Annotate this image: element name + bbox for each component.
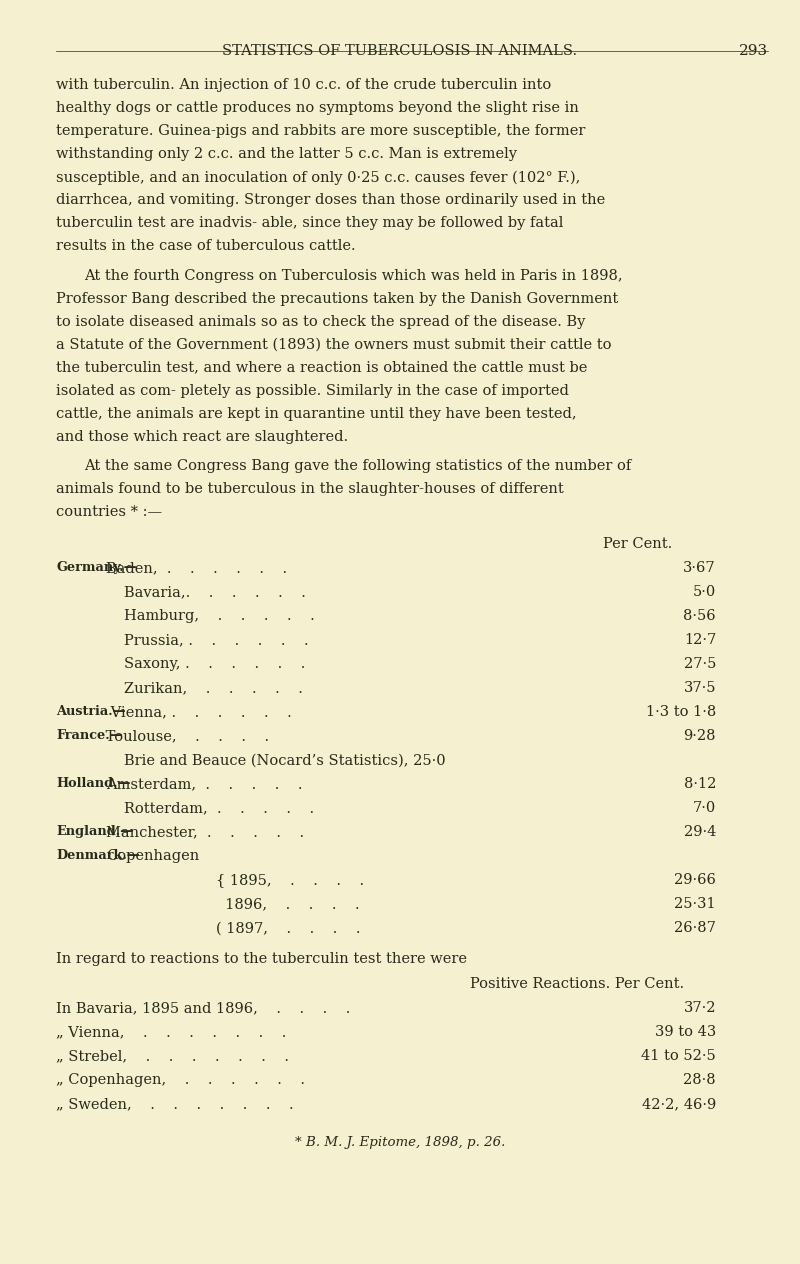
Text: Copenhagen: Copenhagen (106, 849, 200, 863)
Text: Manchester,  .    .    .    .    .: Manchester, . . . . . (106, 825, 305, 839)
Text: In Bavaria, 1895 and 1896,    .    .    .    .: In Bavaria, 1895 and 1896, . . . . (56, 1001, 350, 1015)
Text: countries * :—: countries * :— (56, 506, 162, 520)
Text: Denmark.—: Denmark.— (56, 849, 140, 862)
Text: a Statute of the Government (1893) the owners must submit their cattle to: a Statute of the Government (1893) the o… (56, 337, 611, 351)
Text: animals found to be tuberculous in the slaughter-houses of different: animals found to be tuberculous in the s… (56, 482, 564, 495)
Text: 8·56: 8·56 (683, 609, 716, 623)
Text: Toulouse,    .    .    .    .: Toulouse, . . . . (101, 729, 269, 743)
Text: results in the case of tuberculous cattle.: results in the case of tuberculous cattl… (56, 239, 356, 253)
Text: „ Copenhagen,    .    .    .    .    .    .: „ Copenhagen, . . . . . . (56, 1073, 305, 1087)
Text: Austria.—: Austria.— (56, 705, 126, 718)
Text: and those which react are slaughtered.: and those which react are slaughtered. (56, 430, 348, 444)
Text: ( 1897,    .    .    .    .: ( 1897, . . . . (216, 921, 361, 935)
Text: 7·0: 7·0 (693, 801, 716, 815)
Text: At the same Congress Bang gave the following statistics of the number of: At the same Congress Bang gave the follo… (84, 459, 631, 473)
Text: Positive Reactions. Per Cent.: Positive Reactions. Per Cent. (470, 977, 684, 991)
Text: 29·4: 29·4 (684, 825, 716, 839)
Text: cattle, the animals are kept in quarantine until they have been tested,: cattle, the animals are kept in quaranti… (56, 407, 577, 421)
Text: Hamburg,    .    .    .    .    .: Hamburg, . . . . . (124, 609, 314, 623)
Text: to isolate diseased animals so as to check the spread of the disease. By: to isolate diseased animals so as to che… (56, 315, 586, 329)
Text: 26·87: 26·87 (674, 921, 716, 935)
Text: Zurikan,    .    .    .    .    .: Zurikan, . . . . . (124, 681, 303, 695)
Text: healthy dogs or cattle produces no symptoms beyond the slight rise in: healthy dogs or cattle produces no sympt… (56, 101, 579, 115)
Text: Per Cent.: Per Cent. (602, 537, 672, 551)
Text: temperature. Guinea-pigs and rabbits are more susceptible, the former: temperature. Guinea-pigs and rabbits are… (56, 124, 586, 138)
Text: with tuberculin. An injection of 10 c.c. of the crude tuberculin into: with tuberculin. An injection of 10 c.c.… (56, 78, 551, 92)
Text: 9·28: 9·28 (683, 729, 716, 743)
Text: 12·7: 12·7 (684, 633, 716, 647)
Text: 41 to 52·5: 41 to 52·5 (642, 1049, 716, 1063)
Text: isolated as com- pletely as possible. Similarly in the case of imported: isolated as com- pletely as possible. Si… (56, 384, 569, 398)
Text: tuberculin test are inadvis- able, since they may be followed by fatal: tuberculin test are inadvis- able, since… (56, 216, 563, 230)
Text: susceptible, and an inoculation of only 0·25 c.c. causes fever (102° F.),: susceptible, and an inoculation of only … (56, 171, 580, 185)
Text: Rotterdam,  .    .    .    .    .: Rotterdam, . . . . . (124, 801, 314, 815)
Text: 8·12: 8·12 (684, 777, 716, 791)
Text: „ Strebel,    .    .    .    .    .    .    .: „ Strebel, . . . . . . . (56, 1049, 289, 1063)
Text: 1·3 to 1·8: 1·3 to 1·8 (646, 705, 716, 719)
Text: 28·8: 28·8 (683, 1073, 716, 1087)
Text: Vienna, .    .    .    .    .    .: Vienna, . . . . . . (106, 705, 292, 719)
Text: diarrhcea, and vomiting. Stronger doses than those ordinarily used in the: diarrhcea, and vomiting. Stronger doses … (56, 193, 606, 207)
Text: At the fourth Congress on Tuberculosis which was held in Paris in 1898,: At the fourth Congress on Tuberculosis w… (84, 269, 622, 283)
Text: Prussia, .    .    .    .    .    .: Prussia, . . . . . . (124, 633, 309, 647)
Text: 42·2, 46·9: 42·2, 46·9 (642, 1097, 716, 1111)
Text: Saxony, .    .    .    .    .    .: Saxony, . . . . . . (124, 657, 306, 671)
Text: 293: 293 (739, 44, 768, 58)
Text: 27·5: 27·5 (684, 657, 716, 671)
Text: Germany.—: Germany.— (56, 561, 137, 574)
Text: withstanding only 2 c.c. and the latter 5 c.c. Man is extremely: withstanding only 2 c.c. and the latter … (56, 148, 517, 162)
Text: France.—: France.— (56, 729, 122, 742)
Text: Brie and Beauce (Nocard’s Statistics), 25·0: Brie and Beauce (Nocard’s Statistics), 2… (124, 753, 446, 767)
Text: STATISTICS OF TUBERCULOSIS IN ANIMALS.: STATISTICS OF TUBERCULOSIS IN ANIMALS. (222, 44, 578, 58)
Text: Professor Bang described the precautions taken by the Danish Government: Professor Bang described the precautions… (56, 292, 618, 306)
Text: 25·31: 25·31 (674, 897, 716, 911)
Text: { 1895,    .    .    .    .: { 1895, . . . . (216, 873, 364, 887)
Text: England.—: England.— (56, 825, 133, 838)
Text: „ Vienna,    .    .    .    .    .    .    .: „ Vienna, . . . . . . . (56, 1025, 286, 1039)
Text: 29·66: 29·66 (674, 873, 716, 887)
Text: „ Sweden,    .    .    .    .    .    .    .: „ Sweden, . . . . . . . (56, 1097, 294, 1111)
Text: Amsterdam,  .    .    .    .    .: Amsterdam, . . . . . (106, 777, 303, 791)
Text: the tuberculin test, and where a reaction is obtained the cattle must be: the tuberculin test, and where a reactio… (56, 360, 587, 374)
Text: Baden,  .    .    .    .    .    .: Baden, . . . . . . (106, 561, 287, 575)
Text: 39 to 43: 39 to 43 (654, 1025, 716, 1039)
Text: Bavaria,.    .    .    .    .    .: Bavaria,. . . . . . (124, 585, 306, 599)
Text: Holland.—: Holland.— (56, 777, 130, 790)
Text: * B. M. J. Epitome, 1898, p. 26.: * B. M. J. Epitome, 1898, p. 26. (295, 1136, 505, 1149)
Text: 5·0: 5·0 (693, 585, 716, 599)
Text: 37·2: 37·2 (683, 1001, 716, 1015)
Text: 37·5: 37·5 (683, 681, 716, 695)
Text: 3·67: 3·67 (683, 561, 716, 575)
Text: In regard to reactions to the tuberculin test there were: In regard to reactions to the tuberculin… (56, 952, 467, 966)
Text: 1896,    .    .    .    .: 1896, . . . . (216, 897, 360, 911)
